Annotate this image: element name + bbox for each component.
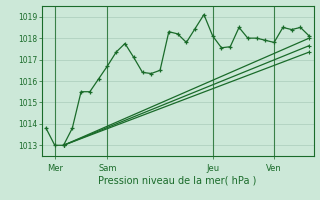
X-axis label: Pression niveau de la mer( hPa ): Pression niveau de la mer( hPa ) <box>99 175 257 185</box>
